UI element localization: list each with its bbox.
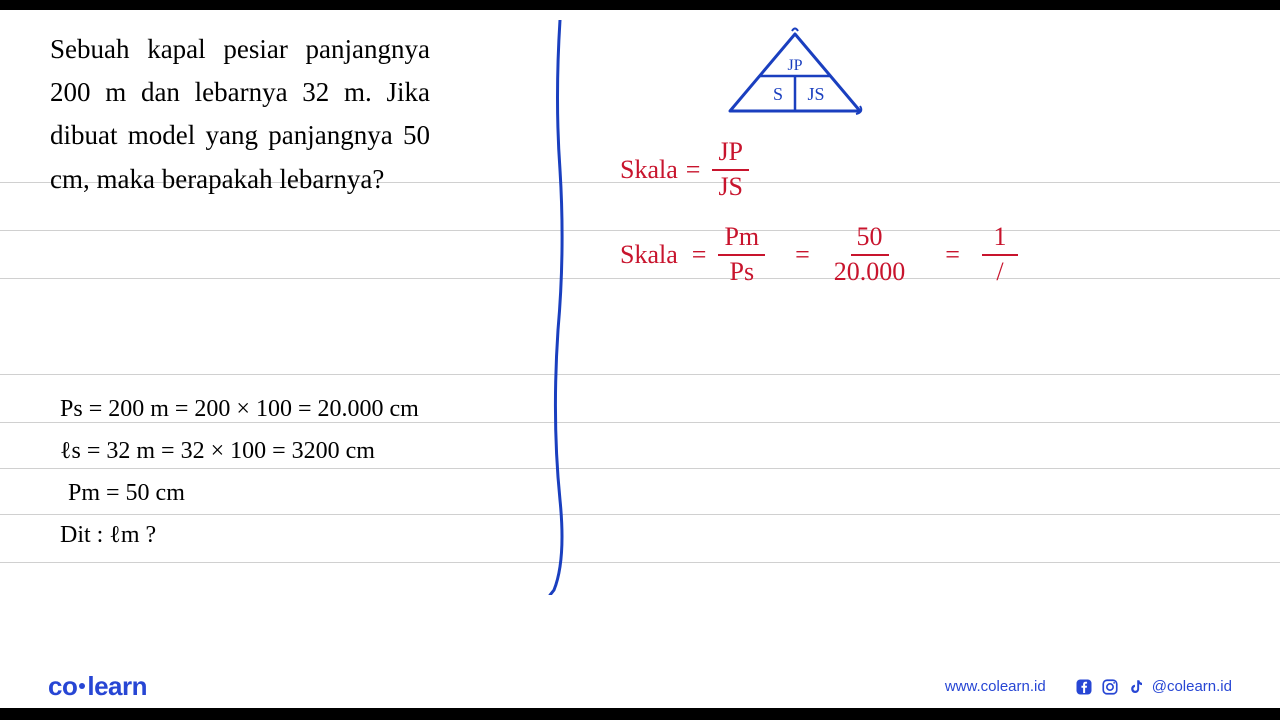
skala-formulas: Skala = JP JS Skala = Pm Ps = 50 20.000 … (620, 138, 1022, 286)
triangle-diagram: JP S JS (720, 26, 870, 121)
equals-sign: = (686, 155, 701, 185)
svg-text:JS: JS (807, 84, 824, 104)
brand-word-a: co (48, 671, 77, 701)
skala-calculation: Skala = Pm Ps = 50 20.000 = 1 / (620, 223, 1022, 286)
instagram-icon (1100, 677, 1120, 697)
social-handle: @colearn.id (1152, 678, 1232, 695)
equals-sign: = (692, 240, 707, 270)
fraction-denominator: 20.000 (828, 256, 912, 287)
svg-text:S: S (773, 84, 783, 104)
rule-line (0, 562, 1280, 563)
fraction-numerator: 50 (851, 223, 889, 256)
equals-sign: = (945, 240, 960, 270)
social-links: @colearn.id (1074, 677, 1232, 697)
facebook-icon (1074, 677, 1094, 697)
equals-sign: = (795, 240, 810, 270)
fraction-numerator: Pm (718, 223, 765, 256)
fraction-result: 1 / (982, 223, 1018, 286)
skala-label: Skala (620, 240, 678, 270)
letterbox-top (0, 0, 1280, 10)
svg-text:JP: JP (787, 57, 802, 74)
given-ls: ℓs = 32 m = 32 × 100 = 3200 cm (60, 430, 520, 472)
problem-statement: Sebuah kapal pesiar panjangnya 200 m dan… (50, 28, 430, 201)
brand-logo: colearn (48, 671, 147, 702)
given-dit: Dit : ℓm ? (60, 514, 520, 556)
skala-definition: Skala = JP JS (620, 138, 1022, 201)
fraction-denominator: JS (712, 171, 749, 202)
given-ps: Ps = 200 m = 200 × 100 = 20.000 cm (60, 388, 520, 430)
letterbox-bottom (0, 708, 1280, 720)
given-values: Ps = 200 m = 200 × 100 = 20.000 cm ℓs = … (60, 388, 520, 556)
brand-word-b: learn (87, 671, 147, 701)
fraction-numerator: 1 (982, 223, 1018, 256)
brand-dot-icon (79, 683, 85, 689)
fraction-pm-ps: Pm Ps (718, 223, 765, 286)
footer-bar: colearn www.colearn.id @colearn.id (0, 665, 1280, 708)
tiktok-icon (1126, 677, 1146, 697)
fraction-50-20000: 50 20.000 (828, 223, 912, 286)
given-pm: Pm = 50 cm (68, 472, 520, 514)
rule-line (0, 374, 1280, 375)
skala-label: Skala (620, 155, 678, 185)
fraction-denominator: Ps (723, 256, 760, 287)
footer-url: www.colearn.id (945, 678, 1046, 695)
footer-right: www.colearn.id @colearn.id (945, 677, 1232, 697)
fraction-jp-js: JP JS (712, 138, 749, 201)
fraction-denominator: / (982, 256, 1018, 287)
page-content: Sebuah kapal pesiar panjangnya 200 m dan… (0, 10, 1280, 665)
fraction-numerator: JP (712, 138, 749, 171)
